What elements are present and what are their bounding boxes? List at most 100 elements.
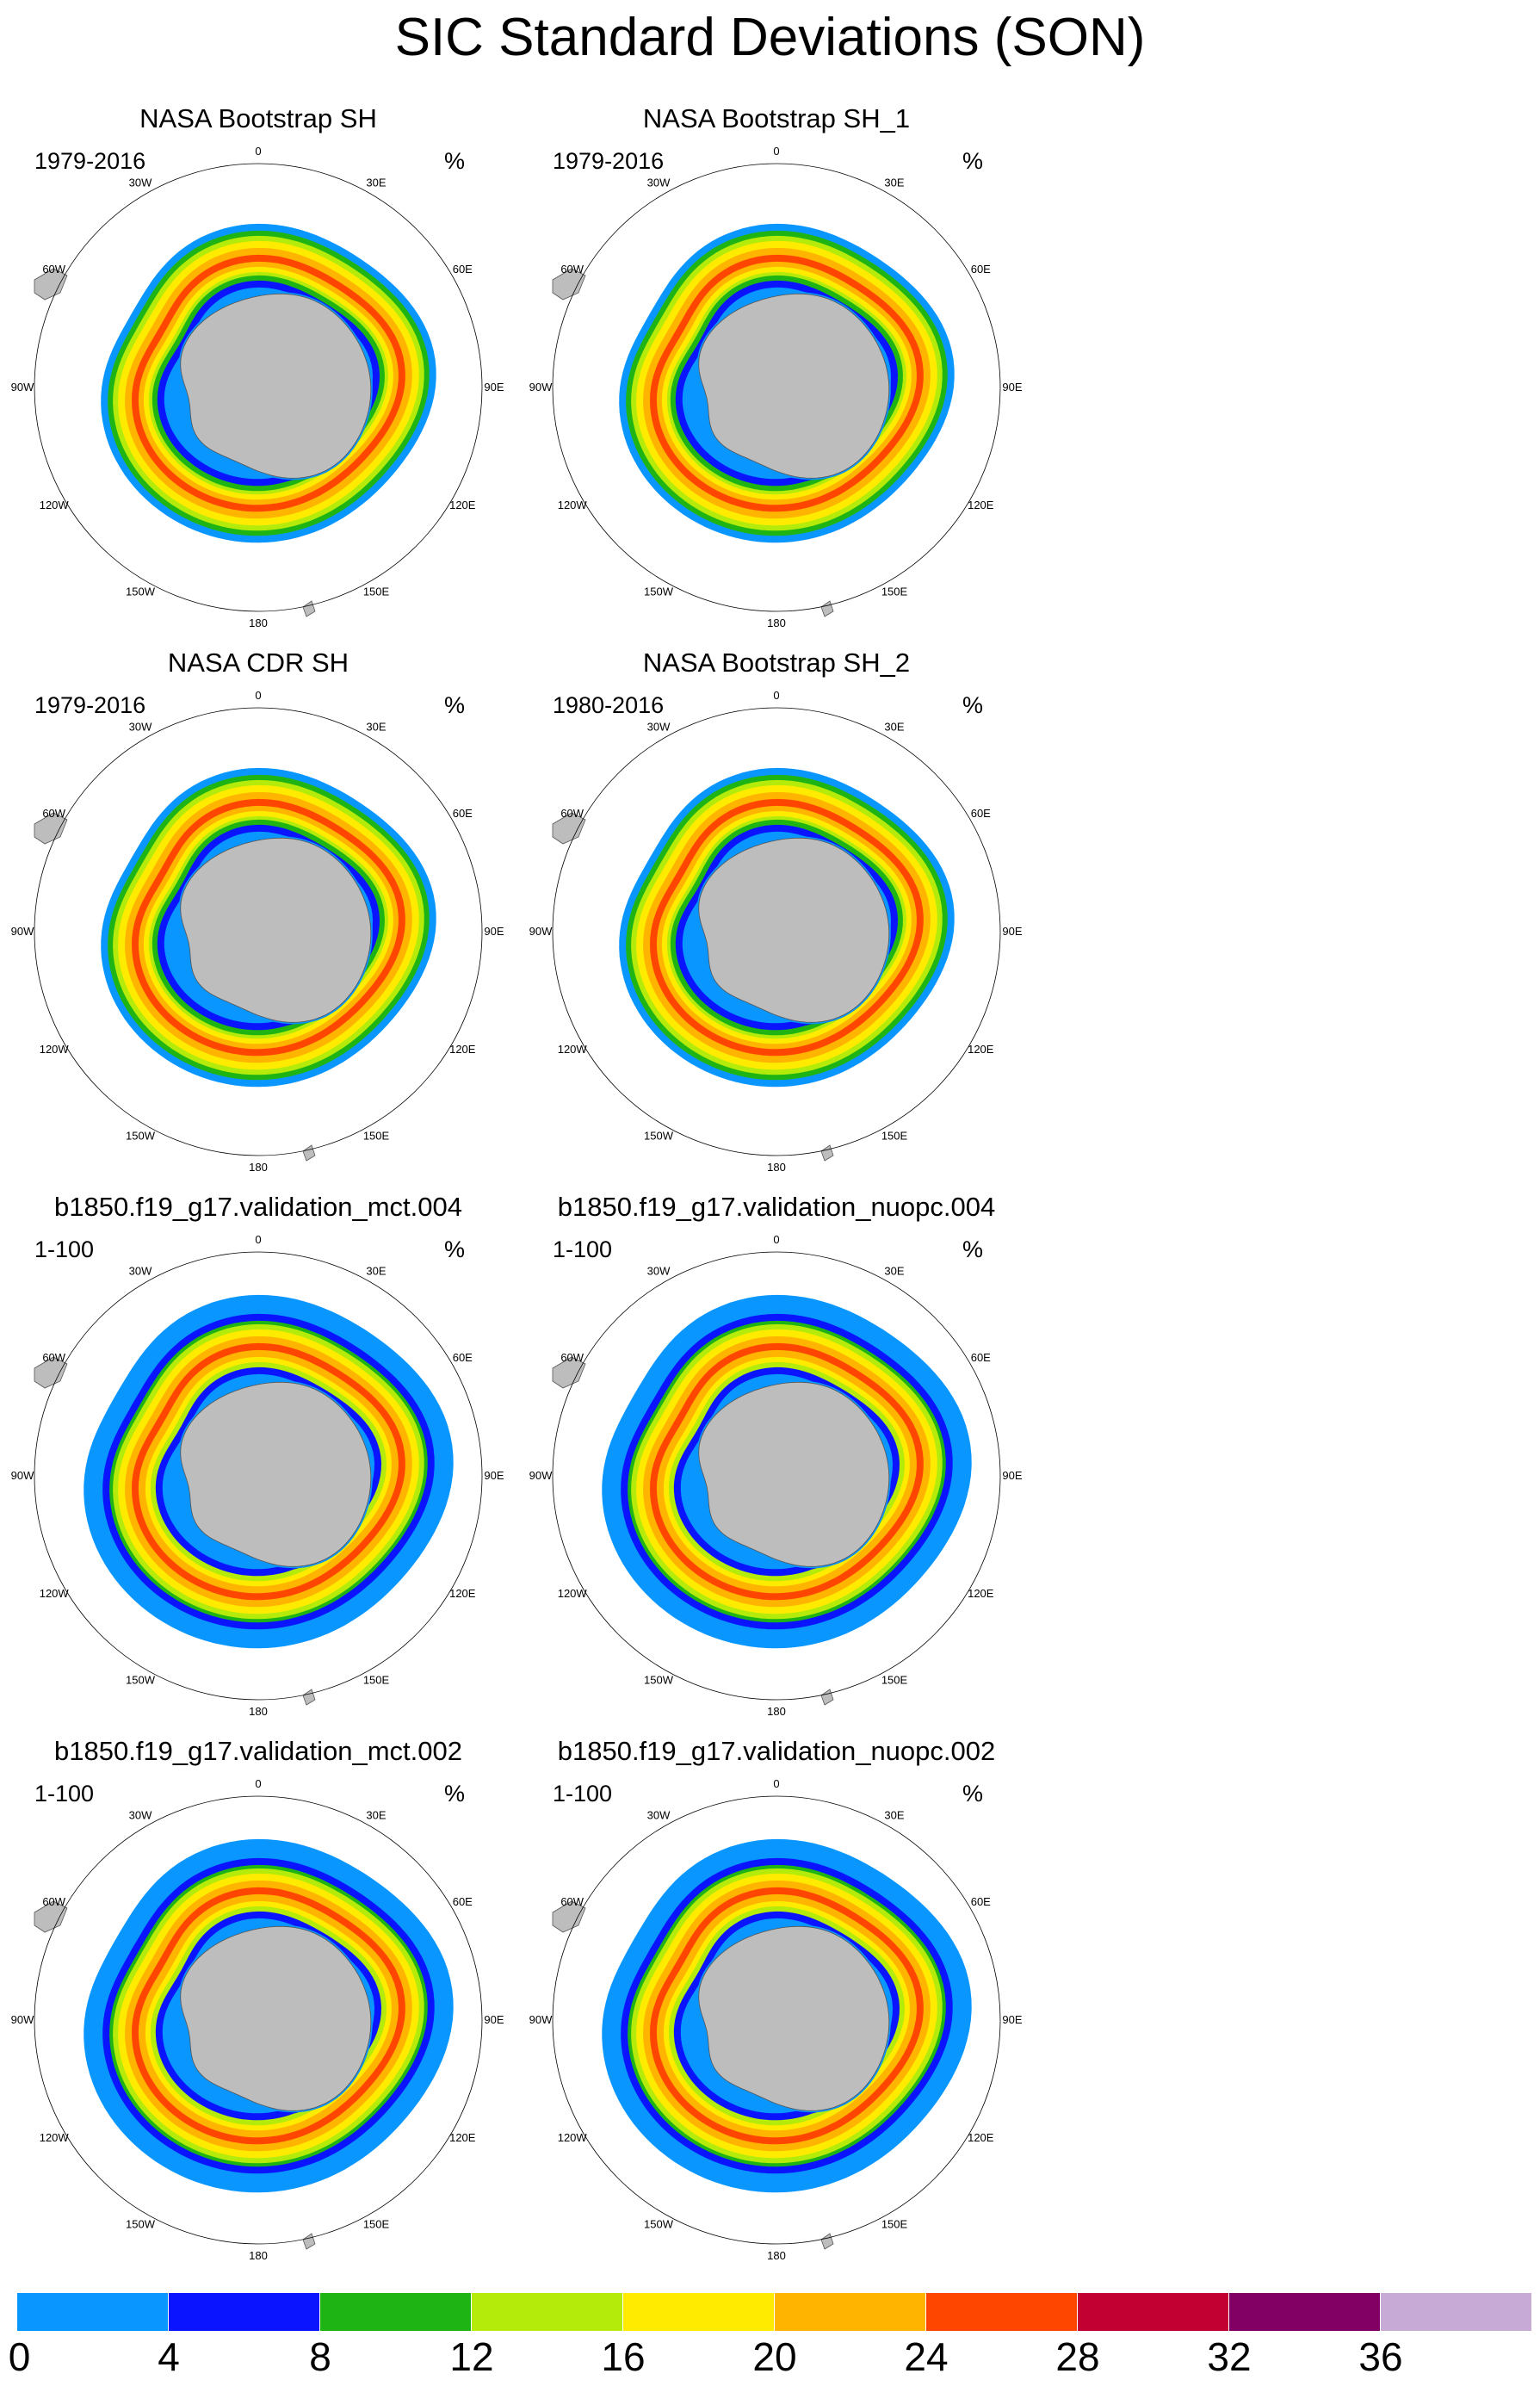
longitude-label: 150E	[363, 2217, 390, 2230]
longitude-label: 30E	[884, 1809, 904, 1822]
longitude-label: 30W	[647, 177, 671, 189]
longitude-label: 30W	[647, 1265, 671, 1278]
longitude-label: 120W	[40, 1043, 70, 1056]
colorbar-box	[320, 2293, 472, 2331]
longitude-label: 30E	[366, 1809, 386, 1822]
colorbar-labels: 0 4 8 12 16 20 24 28 32 36	[9, 2334, 1532, 2379]
map-boundary	[34, 1251, 483, 1701]
longitude-label: 90E	[484, 1469, 504, 1482]
new-zealand-land	[302, 1144, 316, 1162]
longitude-label: 0	[773, 689, 779, 702]
longitude-label: 120E	[968, 1587, 994, 1600]
longitude-label: 150E	[363, 1129, 390, 1142]
antarctica-land	[180, 1381, 372, 1567]
panel-units: %	[443, 148, 465, 174]
antarctica-land	[180, 1925, 372, 2111]
longitude-label: 90E	[484, 925, 504, 938]
longitude-label: 180	[767, 1161, 786, 1174]
panel-period: 1980-2016	[553, 692, 665, 718]
figure-title: SIC Standard Deviations (SON)	[394, 8, 1146, 67]
longitude-label: 60E	[453, 1351, 473, 1364]
longitude-label: 60E	[453, 263, 473, 276]
antarctica-land	[180, 293, 372, 479]
colorbar-label: 12	[449, 2334, 494, 2379]
longitude-label: 120E	[449, 2131, 476, 2144]
polar-map: 0 30E 60E 90E 120E 150E 180 150W 120W 90W 60W 30W	[529, 1233, 1023, 1718]
longitude-label: 120E	[449, 1587, 476, 1600]
south-america-land	[552, 1900, 586, 1933]
longitude-label: 30W	[129, 177, 152, 189]
antarctica-land	[698, 837, 890, 1023]
map-panel: 0 30E 60E 90E 120E 150E 180 150W 120W 90W 60W 30W NA…	[0, 648, 516, 1194]
colorbar-box	[775, 2293, 926, 2331]
longitude-label: 0	[255, 1777, 261, 1790]
longitude-label: 30E	[366, 1265, 386, 1278]
longitude-label: 30W	[647, 1809, 671, 1822]
colorbar-box	[17, 2293, 169, 2331]
longitude-label: 120W	[40, 499, 70, 511]
panel-units: %	[962, 1781, 983, 1807]
south-america-land	[34, 1356, 68, 1389]
longitude-label: 30W	[129, 1265, 152, 1278]
longitude-label: 150W	[644, 2217, 674, 2230]
panel-period: 1-100	[553, 1236, 613, 1262]
sea-ice-field	[83, 1294, 454, 1649]
panel-period: 1-100	[34, 1781, 95, 1807]
south-america-land	[552, 812, 586, 845]
colorbar-box	[1381, 2293, 1532, 2331]
colorbar-box	[472, 2293, 623, 2331]
south-america-land	[34, 268, 68, 301]
new-zealand-land	[820, 1689, 834, 1706]
antarctica-land	[698, 293, 890, 479]
longitude-label: 60W	[560, 1895, 584, 1908]
new-zealand-land	[820, 2233, 834, 2250]
longitude-label: 60W	[560, 1351, 584, 1364]
longitude-label: 90W	[11, 381, 34, 394]
new-zealand-land	[302, 1689, 316, 1706]
sea-ice-field	[602, 1838, 972, 2193]
longitude-label: 180	[767, 1705, 786, 1718]
longitude-label: 90E	[484, 2013, 504, 2026]
map-panel: 0 30E 60E 90E 120E 150E 180 150W 120W 90W 60W 30W NA…	[518, 648, 1035, 1194]
longitude-label: 90W	[529, 381, 553, 394]
longitude-label: 150E	[881, 2217, 908, 2230]
longitude-label: 180	[249, 1705, 268, 1718]
panel-units: %	[962, 148, 983, 174]
sea-ice-field	[602, 1294, 972, 1649]
longitude-label: 30W	[129, 721, 152, 734]
longitude-label: 120W	[40, 1587, 70, 1600]
panel-title: b1850.f19_g17.validation_mct.004	[54, 1192, 462, 1222]
longitude-label: 0	[255, 145, 261, 158]
longitude-label: 180	[767, 2249, 786, 2262]
longitude-label: 30E	[366, 721, 386, 734]
longitude-label: 180	[249, 2249, 268, 2262]
longitude-label: 30W	[647, 721, 671, 734]
antarctica-land	[180, 837, 372, 1023]
colorbar-box	[1229, 2293, 1381, 2331]
longitude-label: 60W	[42, 1895, 65, 1908]
colorbar-label: 36	[1358, 2334, 1403, 2379]
longitude-label: 60E	[453, 807, 473, 820]
longitude-label: 60W	[42, 263, 65, 276]
sea-ice-field	[101, 223, 436, 543]
longitude-label: 150E	[363, 585, 390, 598]
polar-map: 0 30E 60E 90E 120E 150E 180 150W 120W 90W 60W 30W	[529, 689, 1023, 1174]
longitude-label: 90W	[11, 925, 34, 938]
colorbar-label: 16	[601, 2334, 646, 2379]
colorbar-label: 4	[158, 2334, 180, 2379]
map-boundary	[552, 1795, 1001, 2245]
sea-ice-field	[619, 223, 955, 543]
longitude-label: 90W	[529, 2013, 553, 2026]
longitude-label: 150E	[881, 1129, 908, 1142]
longitude-label: 60W	[42, 1351, 65, 1364]
panel-period: 1979-2016	[34, 148, 146, 174]
map-boundary	[552, 707, 1001, 1156]
longitude-label: 120W	[40, 2131, 70, 2144]
longitude-label: 150W	[126, 1673, 156, 1686]
colorbar-label: 8	[309, 2334, 331, 2379]
colorbar-box	[169, 2293, 320, 2331]
polar-map: 0 30E 60E 90E 120E 150E 180 150W 120W 90W 60W 30W	[529, 145, 1023, 629]
longitude-label: 120E	[449, 499, 476, 511]
colorbar-label: 28	[1055, 2334, 1100, 2379]
longitude-label: 30E	[884, 721, 904, 734]
